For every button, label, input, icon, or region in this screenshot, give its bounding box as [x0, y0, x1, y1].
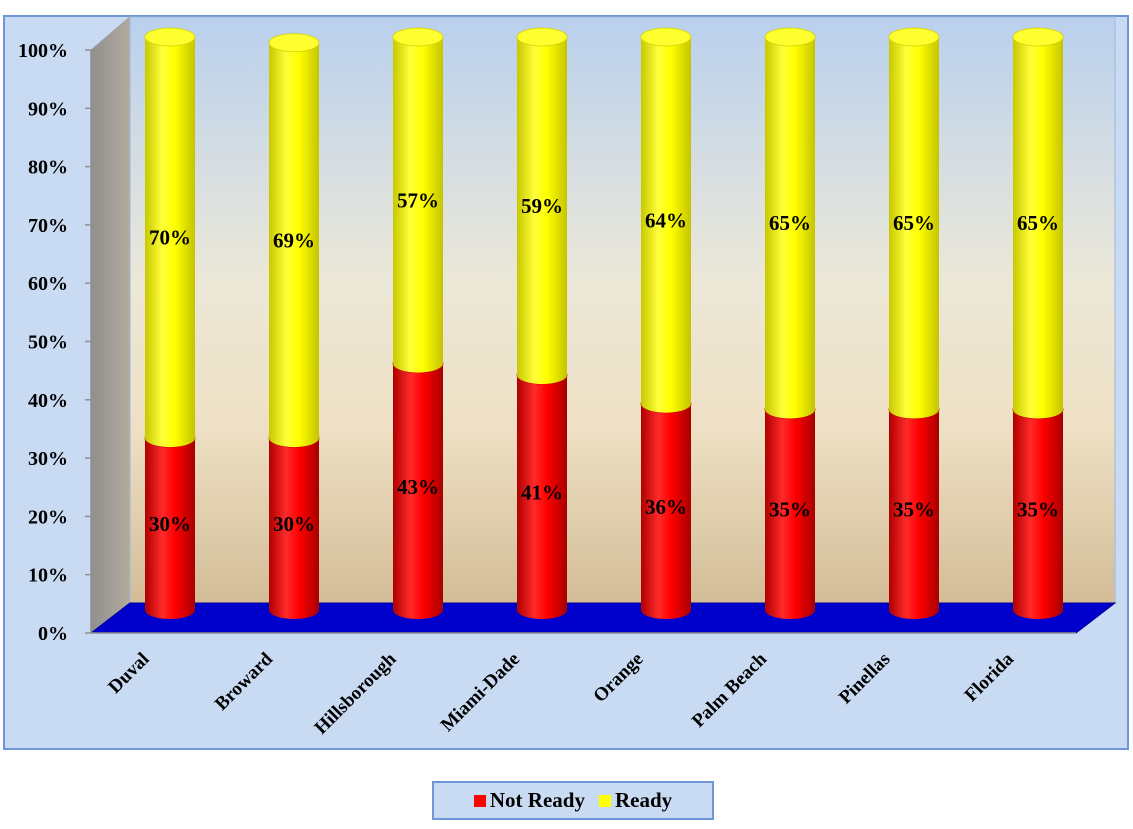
bar-group-hillsborough: 43% 57%	[392, 27, 444, 619]
legend-item-not-ready: Not Ready	[473, 788, 585, 813]
bar-group-palm-beach: 35% 65%	[764, 27, 816, 619]
data-label: 41%	[521, 481, 563, 505]
bar-segment-ready	[765, 37, 815, 419]
side-wall	[90, 15, 131, 635]
floor	[89, 602, 1117, 634]
bar-cap	[764, 27, 816, 47]
y-tick-label: 30%	[28, 448, 68, 470]
data-label: 65%	[893, 211, 935, 235]
bar-cap	[392, 27, 444, 47]
y-tick-label: 100%	[18, 40, 68, 62]
bar-segment-not-ready	[889, 409, 939, 619]
x-category-label: Duval	[104, 649, 153, 698]
x-category-label: Miami-Dade	[437, 649, 524, 736]
legend-item-ready: Ready	[598, 788, 673, 813]
data-label: 65%	[769, 211, 811, 235]
bar-cap	[516, 27, 568, 47]
data-label: 35%	[1017, 498, 1059, 522]
data-label: 35%	[769, 498, 811, 522]
data-label: 30%	[149, 512, 191, 536]
bar-group-duval: 30% 70%	[144, 27, 196, 619]
data-label: 64%	[645, 208, 687, 232]
bar-segment-ready	[392, 37, 443, 373]
y-tick-label: 20%	[28, 506, 68, 528]
bar-segment-ready	[1013, 37, 1063, 419]
data-label: 59%	[521, 194, 563, 218]
bar-segment-not-ready	[145, 438, 195, 619]
bar-cap	[144, 27, 196, 47]
bar-segment-not-ready	[641, 403, 691, 619]
data-label: 57%	[397, 188, 439, 212]
data-label: 36%	[645, 495, 687, 519]
bar-group-orange: 36% 64%	[640, 27, 692, 619]
x-category-label: Orange	[589, 649, 647, 707]
data-label: 65%	[1017, 211, 1059, 235]
bar-group-miami-dade: 41% 59%	[516, 27, 568, 619]
legend-label-ready: Ready	[614, 788, 673, 812]
y-axis-ticks: 0% 10% 20% 30% 40% 50% 60% 70% 80% 90% 100%	[18, 40, 91, 645]
bar-segment-ready	[517, 37, 567, 385]
stacked-bar-chart: 0% 10% 20% 30% 40% 50% 60% 70% 80% 90% 100% 30% 70%…	[18, 15, 1117, 739]
bar-group-pinellas: 35% 65%	[888, 27, 940, 619]
bar-segment-not-ready	[1013, 409, 1063, 619]
bar-cap	[1012, 27, 1064, 47]
bars: 30% 70% 30% 69% 43% 57% 41% 59% 36% 64% 35% 65% 35% 6…	[144, 27, 1064, 619]
y-tick-label: 0%	[38, 623, 68, 645]
data-label: 35%	[893, 498, 935, 522]
legend-swatch-ready	[598, 794, 611, 807]
x-axis-labels: Duval Broward Hillsborough Miami-Dade Orange…	[104, 648, 1018, 738]
y-tick-label: 80%	[28, 157, 68, 179]
bar-segment-not-ready	[765, 409, 815, 619]
x-category-label: Broward	[211, 648, 277, 714]
bar-segment-ready	[889, 37, 939, 419]
bar-cap	[268, 33, 320, 53]
x-category-label: Florida	[961, 648, 1019, 706]
x-category-label: Palm Beach	[688, 648, 771, 731]
bar-group-broward: 30% 69%	[268, 33, 320, 619]
y-tick-label: 70%	[28, 215, 68, 237]
bar-segment-not-ready	[269, 438, 319, 619]
x-category-label: Hillsborough	[311, 648, 401, 738]
y-tick-label: 50%	[28, 332, 68, 354]
data-label: 69%	[273, 228, 315, 252]
data-label: 43%	[397, 475, 439, 499]
y-tick-label: 90%	[28, 98, 68, 120]
bar-segment-not-ready	[393, 363, 443, 619]
bar-cap	[640, 27, 692, 47]
bar-group-florida: 35% 65%	[1012, 27, 1064, 619]
legend-label-not-ready: Not Ready	[489, 788, 585, 812]
bar-segment-ready	[269, 42, 319, 448]
y-tick-label: 60%	[28, 273, 68, 295]
bar-segment-ready	[641, 37, 691, 413]
bar-segment-ready	[145, 37, 195, 448]
data-label: 70%	[149, 226, 191, 250]
data-label: 30%	[273, 512, 315, 536]
y-tick-label: 10%	[28, 565, 68, 587]
bar-segment-not-ready	[517, 375, 567, 619]
legend: Not Ready Ready	[432, 781, 714, 820]
x-category-label: Pinellas	[835, 649, 895, 709]
y-tick-label: 40%	[28, 390, 68, 412]
bar-cap	[888, 27, 940, 47]
legend-swatch-not-ready	[473, 794, 486, 807]
